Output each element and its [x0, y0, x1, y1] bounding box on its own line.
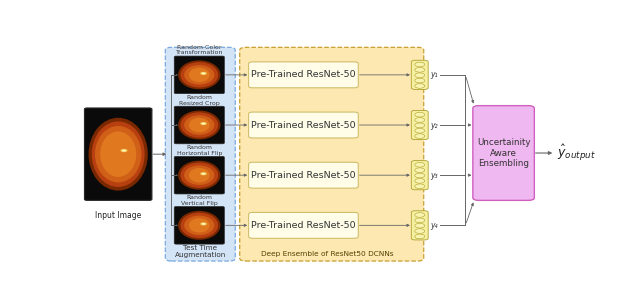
Circle shape: [415, 84, 425, 88]
Ellipse shape: [100, 132, 136, 177]
Text: y₄: y₄: [431, 221, 438, 230]
Circle shape: [415, 134, 425, 138]
Ellipse shape: [92, 122, 145, 187]
Circle shape: [415, 73, 425, 78]
Ellipse shape: [189, 168, 210, 182]
Circle shape: [202, 173, 205, 175]
Circle shape: [415, 223, 425, 228]
Ellipse shape: [184, 165, 214, 185]
Ellipse shape: [178, 60, 221, 89]
Circle shape: [415, 213, 425, 217]
FancyBboxPatch shape: [412, 60, 428, 89]
Circle shape: [415, 68, 425, 72]
Circle shape: [415, 218, 425, 223]
Text: Deep Ensemble of ResNet50 DCNNs: Deep Ensemble of ResNet50 DCNNs: [260, 251, 393, 257]
FancyBboxPatch shape: [84, 108, 152, 200]
Text: $\hat{y}_{output}$: $\hat{y}_{output}$: [557, 143, 596, 163]
Circle shape: [200, 222, 207, 225]
Ellipse shape: [178, 211, 221, 240]
Text: Input Image: Input Image: [95, 211, 141, 220]
Circle shape: [122, 150, 126, 152]
Text: y₁: y₁: [431, 70, 438, 79]
Ellipse shape: [180, 62, 218, 88]
Ellipse shape: [189, 218, 210, 233]
FancyBboxPatch shape: [412, 110, 428, 140]
FancyBboxPatch shape: [249, 112, 358, 138]
Text: Uncertainity
Aware
Ensembling: Uncertainity Aware Ensembling: [477, 138, 531, 168]
Ellipse shape: [178, 161, 221, 190]
Circle shape: [200, 122, 207, 125]
Ellipse shape: [180, 213, 218, 238]
Circle shape: [415, 173, 425, 178]
Circle shape: [200, 72, 207, 75]
Text: Pre-Trained ResNet-50: Pre-Trained ResNet-50: [251, 70, 356, 79]
FancyBboxPatch shape: [165, 47, 236, 261]
FancyBboxPatch shape: [473, 106, 534, 200]
Circle shape: [202, 72, 205, 74]
FancyBboxPatch shape: [412, 211, 428, 240]
Circle shape: [415, 62, 425, 67]
Circle shape: [202, 123, 205, 125]
Ellipse shape: [95, 126, 141, 182]
Circle shape: [202, 223, 205, 225]
Text: Random
Vertical Flip: Random Vertical Flip: [181, 195, 218, 206]
Circle shape: [200, 172, 207, 175]
Ellipse shape: [178, 111, 221, 139]
FancyBboxPatch shape: [240, 47, 424, 261]
Text: Random
Horizontal Flip: Random Horizontal Flip: [177, 145, 222, 156]
FancyBboxPatch shape: [412, 161, 428, 190]
Circle shape: [415, 178, 425, 183]
Text: y₂: y₂: [431, 121, 438, 129]
Ellipse shape: [184, 115, 214, 135]
Circle shape: [415, 234, 425, 239]
FancyBboxPatch shape: [174, 56, 225, 94]
Circle shape: [415, 112, 425, 117]
FancyBboxPatch shape: [174, 156, 225, 194]
Text: Test Time
Augmentation: Test Time Augmentation: [175, 245, 226, 258]
Ellipse shape: [184, 65, 214, 85]
Text: Pre-Trained ResNet-50: Pre-Trained ResNet-50: [251, 121, 356, 129]
Ellipse shape: [189, 118, 210, 132]
Ellipse shape: [88, 118, 148, 191]
FancyBboxPatch shape: [174, 207, 225, 244]
Circle shape: [415, 78, 425, 83]
Circle shape: [415, 184, 425, 188]
FancyBboxPatch shape: [174, 106, 225, 144]
Circle shape: [415, 123, 425, 128]
Text: Random Color
Transformation: Random Color Transformation: [175, 45, 223, 55]
Circle shape: [120, 149, 127, 152]
FancyBboxPatch shape: [249, 212, 358, 238]
Circle shape: [415, 168, 425, 172]
Circle shape: [415, 229, 425, 233]
FancyBboxPatch shape: [249, 62, 358, 88]
Circle shape: [415, 128, 425, 133]
Circle shape: [415, 118, 425, 122]
Ellipse shape: [189, 68, 210, 82]
Ellipse shape: [184, 215, 214, 235]
Ellipse shape: [180, 162, 218, 188]
Text: Random
Resized Crop: Random Resized Crop: [179, 95, 220, 105]
Text: y₃: y₃: [431, 171, 438, 180]
Text: Pre-Trained ResNet-50: Pre-Trained ResNet-50: [251, 221, 356, 230]
Ellipse shape: [180, 112, 218, 138]
FancyBboxPatch shape: [249, 162, 358, 188]
Text: Pre-Trained ResNet-50: Pre-Trained ResNet-50: [251, 171, 356, 180]
Circle shape: [415, 162, 425, 167]
